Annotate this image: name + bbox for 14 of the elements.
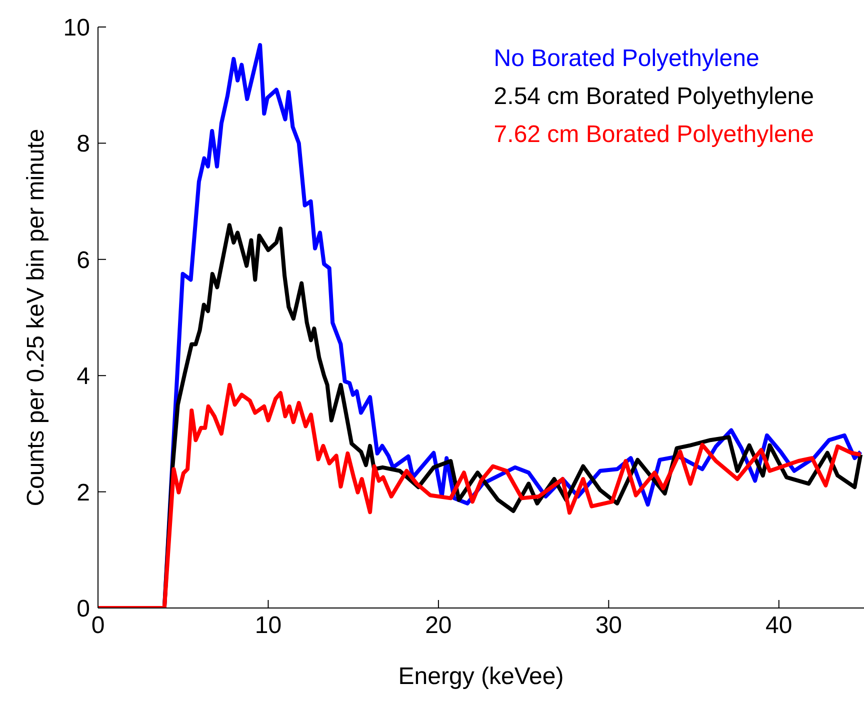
x-tick-label: 30 bbox=[595, 612, 622, 640]
x-tick-label: 40 bbox=[766, 612, 792, 640]
text: 2.54 cm Borated Polyethylene bbox=[494, 82, 814, 112]
y-axis-title: Counts per 0.25 keV bin per minute bbox=[22, 128, 50, 506]
text: No Borated Polyethylene bbox=[494, 44, 760, 74]
text: 7.62 cm Borated Polyethylene bbox=[494, 120, 814, 150]
x-tick-label: 10 bbox=[254, 612, 282, 640]
y-tick-label: 8 bbox=[76, 130, 90, 158]
y-tick-label: 2 bbox=[76, 479, 90, 506]
y-tick-label: 6 bbox=[76, 246, 90, 274]
y-tick-label: 10 bbox=[63, 14, 90, 42]
x-axis-title: Energy (keVee) bbox=[398, 663, 564, 690]
y-tick-label: 4 bbox=[76, 363, 90, 390]
x-tick-label: 20 bbox=[425, 612, 452, 640]
